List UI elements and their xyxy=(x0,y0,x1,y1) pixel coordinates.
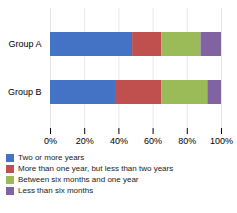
svg-text:0%: 0% xyxy=(44,136,57,146)
html-text:Two or more years: Two or more years xyxy=(18,153,85,162)
svg-text:80%: 80% xyxy=(178,136,196,146)
svg-text:100%: 100% xyxy=(210,136,233,146)
svg-text:Group A: Group A xyxy=(8,39,41,49)
svg-text:60%: 60% xyxy=(144,136,162,146)
html-text:More than one year, but less t: More than one year, but less than two ye… xyxy=(18,164,174,173)
html-text:Less than six months: Less than six months xyxy=(18,186,94,195)
svg-text:40%: 40% xyxy=(110,136,128,146)
svg-text:Group B: Group B xyxy=(8,87,42,97)
html-text:Between six months and one yea: Between six months and one year xyxy=(18,175,139,184)
svg-text:20%: 20% xyxy=(76,136,94,146)
